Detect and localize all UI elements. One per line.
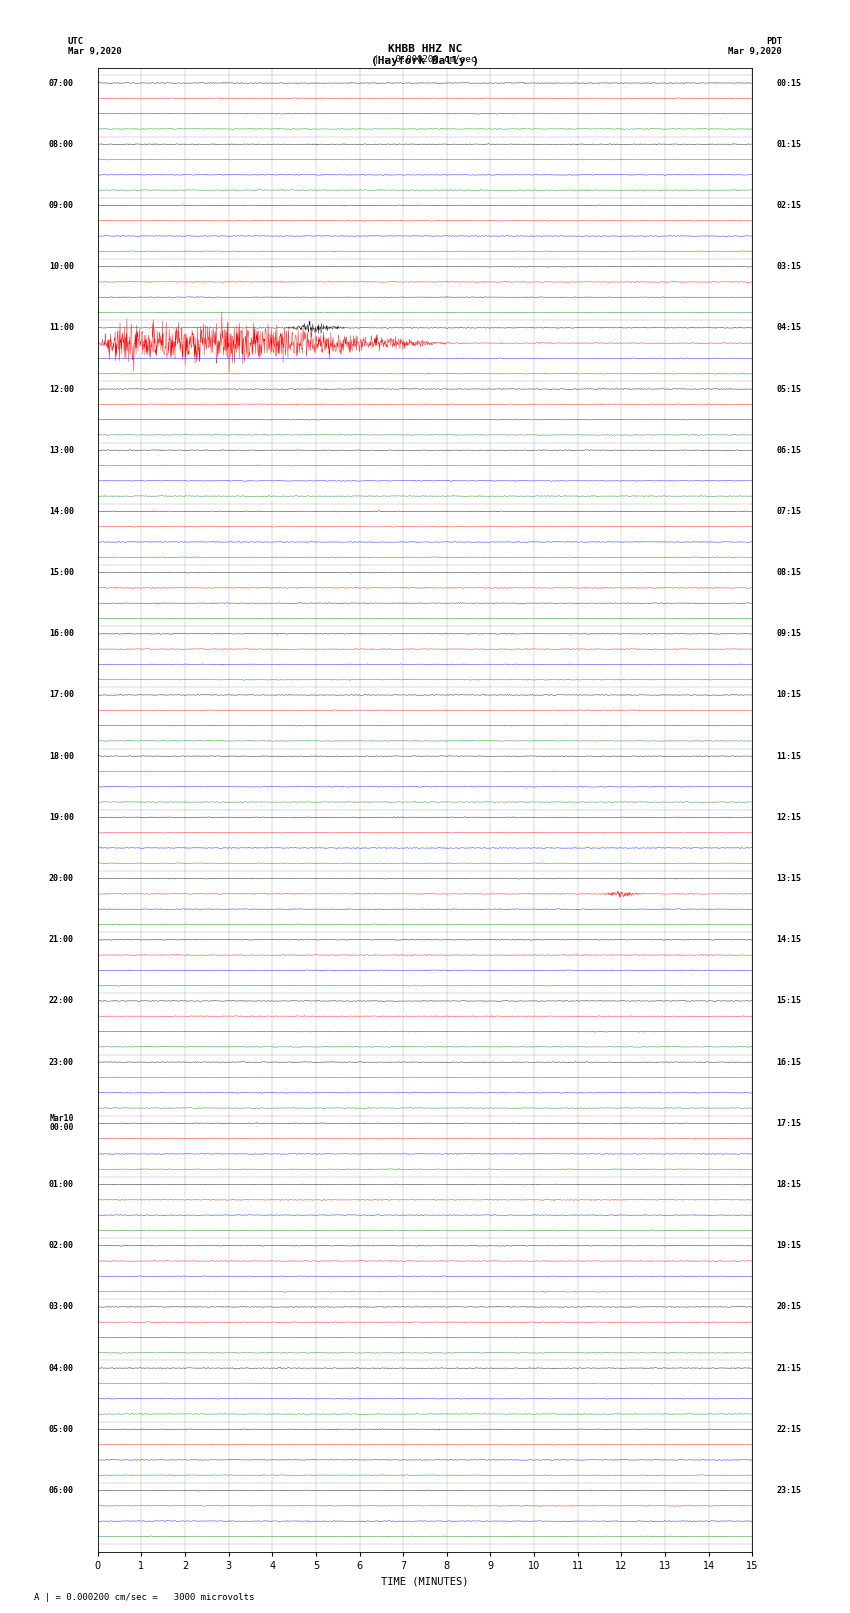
Text: 00:15: 00:15 [776, 79, 802, 87]
Text: 12:15: 12:15 [776, 813, 802, 823]
Text: 09:00: 09:00 [48, 202, 74, 210]
Text: 03:15: 03:15 [776, 263, 802, 271]
Text: 11:00: 11:00 [48, 323, 74, 332]
Text: 07:15: 07:15 [776, 506, 802, 516]
Text: UTC
Mar 9,2020: UTC Mar 9,2020 [68, 37, 122, 56]
Text: 15:00: 15:00 [48, 568, 74, 577]
Text: 02:00: 02:00 [48, 1242, 74, 1250]
Text: 17:15: 17:15 [776, 1119, 802, 1127]
Text: 02:15: 02:15 [776, 202, 802, 210]
Text: 06:00: 06:00 [48, 1486, 74, 1495]
Text: 07:00: 07:00 [48, 79, 74, 87]
Text: 14:15: 14:15 [776, 936, 802, 944]
Text: 13:00: 13:00 [48, 445, 74, 455]
Text: 12:00: 12:00 [48, 384, 74, 394]
X-axis label: TIME (MINUTES): TIME (MINUTES) [382, 1576, 468, 1586]
Text: 10:00: 10:00 [48, 263, 74, 271]
Text: 04:15: 04:15 [776, 323, 802, 332]
Text: 23:15: 23:15 [776, 1486, 802, 1495]
Text: 05:15: 05:15 [776, 384, 802, 394]
Text: 06:15: 06:15 [776, 445, 802, 455]
Text: Mar10: Mar10 [49, 1115, 74, 1123]
Text: 14:00: 14:00 [48, 506, 74, 516]
Title: KHBB HHZ NC
(Hayfork Bally ): KHBB HHZ NC (Hayfork Bally ) [371, 44, 479, 66]
Text: 13:15: 13:15 [776, 874, 802, 882]
Text: 01:00: 01:00 [48, 1181, 74, 1189]
Text: 03:00: 03:00 [48, 1302, 74, 1311]
Text: 00:00: 00:00 [49, 1123, 74, 1132]
Text: 22:00: 22:00 [48, 997, 74, 1005]
Text: 18:00: 18:00 [48, 752, 74, 761]
Text: 16:15: 16:15 [776, 1058, 802, 1066]
Text: 23:00: 23:00 [48, 1058, 74, 1066]
Text: 19:00: 19:00 [48, 813, 74, 823]
Text: A | = 0.000200 cm/sec =   3000 microvolts: A | = 0.000200 cm/sec = 3000 microvolts [34, 1592, 254, 1602]
Text: 08:00: 08:00 [48, 140, 74, 148]
Text: 10:15: 10:15 [776, 690, 802, 700]
Text: 19:15: 19:15 [776, 1242, 802, 1250]
Text: 21:15: 21:15 [776, 1363, 802, 1373]
Text: PDT
Mar 9,2020: PDT Mar 9,2020 [728, 37, 782, 56]
Text: 16:00: 16:00 [48, 629, 74, 639]
Text: 22:15: 22:15 [776, 1424, 802, 1434]
Text: 15:15: 15:15 [776, 997, 802, 1005]
Text: 17:00: 17:00 [48, 690, 74, 700]
Text: 21:00: 21:00 [48, 936, 74, 944]
Text: 09:15: 09:15 [776, 629, 802, 639]
Text: 18:15: 18:15 [776, 1181, 802, 1189]
Text: 20:00: 20:00 [48, 874, 74, 882]
Text: 05:00: 05:00 [48, 1424, 74, 1434]
Text: 04:00: 04:00 [48, 1363, 74, 1373]
Text: 01:15: 01:15 [776, 140, 802, 148]
Text: | = 0.000200 cm/sec: | = 0.000200 cm/sec [374, 55, 476, 65]
Text: 11:15: 11:15 [776, 752, 802, 761]
Text: 20:15: 20:15 [776, 1302, 802, 1311]
Text: 08:15: 08:15 [776, 568, 802, 577]
